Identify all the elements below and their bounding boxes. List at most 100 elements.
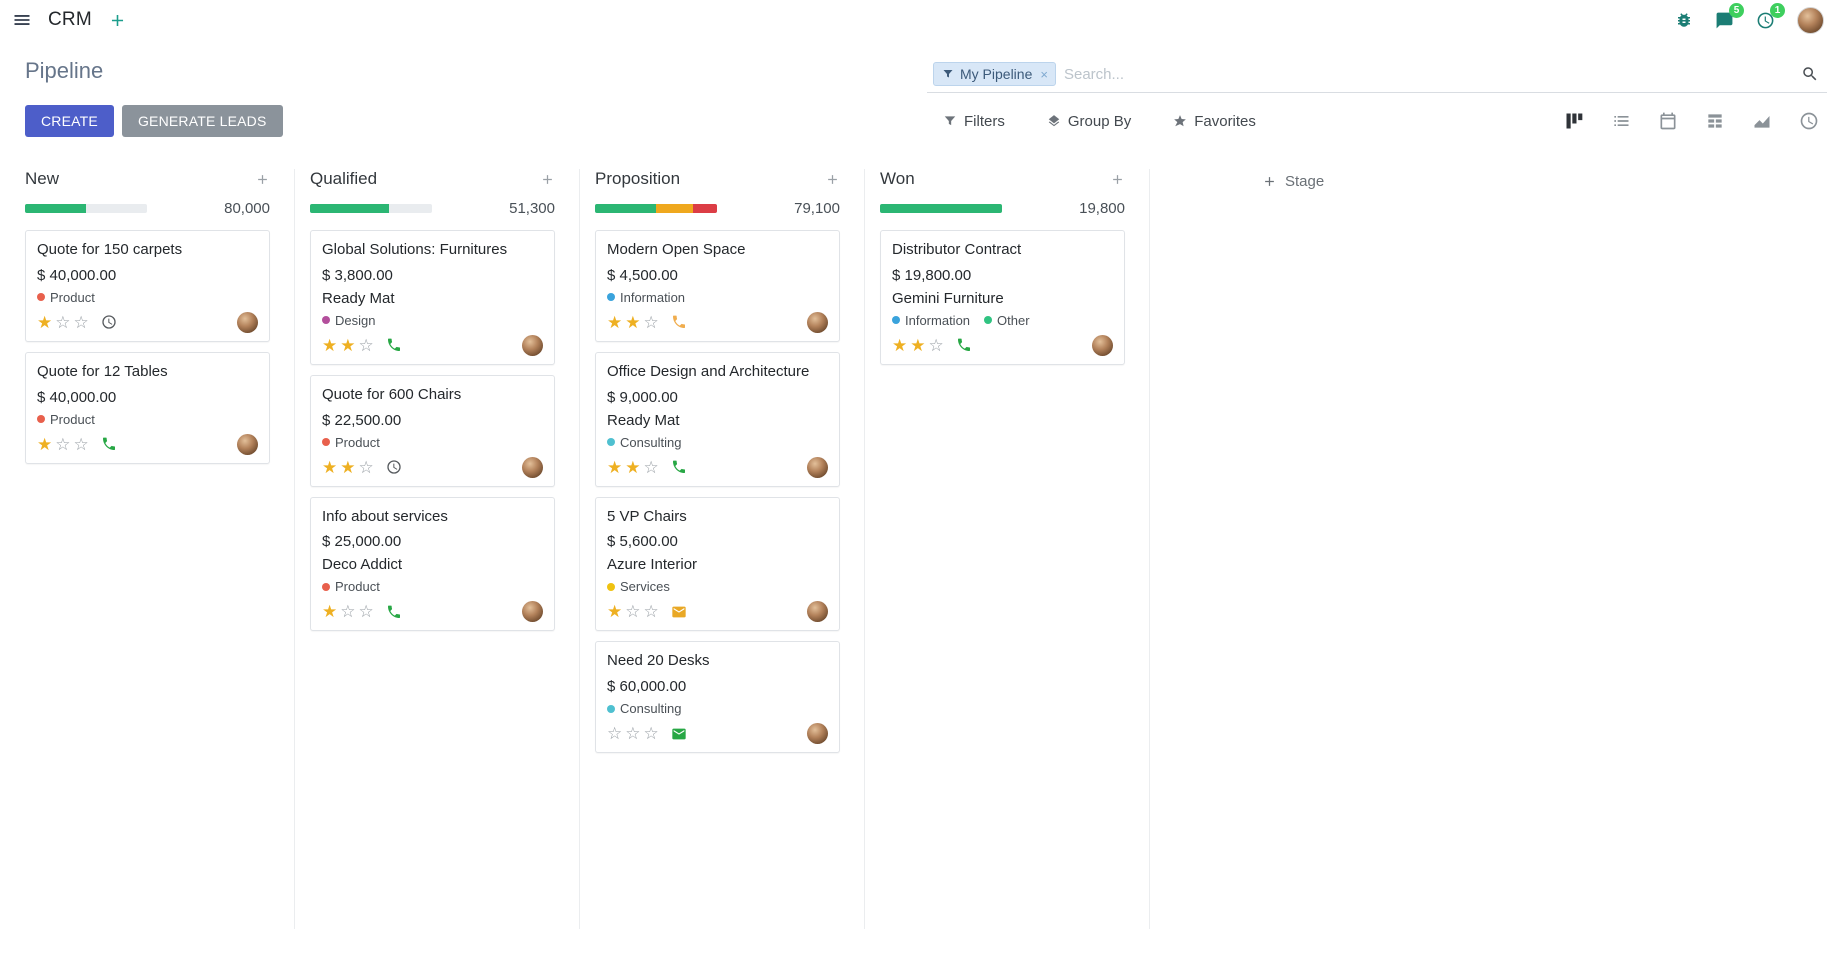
star-icon[interactable]: ☆: [643, 724, 659, 743]
star-icon[interactable]: ★: [322, 457, 338, 477]
star-icon[interactable]: ★: [607, 457, 623, 477]
kanban-card[interactable]: Modern Open Space $ 4,500.00 Information ★ ★…: [595, 230, 840, 342]
progress-bar[interactable]: [25, 204, 147, 213]
star-icon[interactable]: ★: [607, 312, 623, 332]
search-input[interactable]: [1055, 62, 1801, 86]
create-button[interactable]: CREATE: [25, 105, 114, 137]
envelope-icon[interactable]: [671, 604, 687, 620]
avatar[interactable]: [237, 311, 258, 333]
messages-button[interactable]: 5: [1715, 2, 1744, 30]
kanban-card[interactable]: Need 20 Desks $ 60,000.00 Consulting ☆ ☆ ☆: [595, 641, 840, 753]
phone-icon[interactable]: [101, 436, 117, 452]
column-add-button[interactable]: [540, 172, 555, 187]
star-icon[interactable]: ★: [910, 335, 926, 355]
avatar[interactable]: [807, 723, 828, 744]
search-facet[interactable]: My Pipeline ×: [933, 62, 1056, 86]
star-icon[interactable]: ☆: [340, 602, 356, 622]
favorites-button[interactable]: Favorites: [1173, 113, 1256, 130]
progress-segment-success[interactable]: [595, 204, 656, 213]
avatar[interactable]: [807, 456, 828, 478]
view-pivot-button[interactable]: [1705, 111, 1725, 131]
view-list-button[interactable]: [1611, 111, 1631, 131]
star-icon[interactable]: ☆: [358, 335, 374, 355]
column-add-button[interactable]: [825, 172, 840, 187]
progress-bar[interactable]: [880, 204, 1002, 213]
star-icon[interactable]: ☆: [73, 434, 89, 454]
activities-badge: 1: [1770, 2, 1785, 18]
clock-icon[interactable]: [386, 459, 402, 475]
star-icon[interactable]: ☆: [625, 724, 641, 743]
progress-segment-danger[interactable]: [692, 204, 717, 213]
kanban-card[interactable]: Quote for 150 carpets $ 40,000.00 Product ★…: [25, 230, 270, 342]
star-icon[interactable]: ★: [322, 602, 338, 622]
hamburger-menu-icon[interactable]: [12, 10, 32, 30]
star-icon[interactable]: ★: [322, 335, 338, 355]
plus-icon: [111, 14, 123, 26]
progress-segment-warning[interactable]: [656, 204, 693, 213]
add-icon[interactable]: [108, 11, 127, 30]
column-add-button[interactable]: [255, 172, 270, 187]
avatar[interactable]: [522, 456, 543, 478]
user-avatar[interactable]: [1797, 6, 1824, 34]
phone-icon[interactable]: [671, 314, 687, 330]
view-activity-button[interactable]: [1799, 111, 1819, 131]
kanban-card[interactable]: 5 VP Chairs $ 5,600.00 Azure Interior Servi…: [595, 496, 840, 632]
avatar[interactable]: [237, 433, 258, 455]
envelope-icon[interactable]: [671, 726, 687, 742]
star-icon[interactable]: ☆: [643, 457, 659, 477]
star-icon[interactable]: ★: [340, 335, 356, 355]
generate-leads-button[interactable]: GENERATE LEADS: [121, 105, 283, 137]
phone-icon[interactable]: [956, 337, 972, 353]
kanban-card[interactable]: Quote for 12 Tables $ 40,000.00 Product ★ ☆ ☆: [25, 351, 270, 464]
progress-segment-success[interactable]: [880, 204, 1002, 213]
kanban-card[interactable]: Office Design and Architecture $ 9,000.00…: [595, 351, 840, 487]
search-button[interactable]: [1801, 65, 1819, 83]
avatar[interactable]: [522, 601, 543, 623]
clock-icon[interactable]: [101, 314, 117, 330]
avatar[interactable]: [807, 601, 828, 623]
star-icon[interactable]: ☆: [625, 602, 641, 622]
view-calendar-button[interactable]: [1658, 111, 1678, 131]
kanban-card[interactable]: Global Solutions: Furnitures $ 3,800.00 Re…: [310, 230, 555, 365]
filters-button[interactable]: Filters: [943, 113, 1005, 130]
avatar[interactable]: [807, 311, 828, 333]
star-icon[interactable]: ☆: [607, 724, 623, 743]
kanban-card[interactable]: Distributor Contract $ 19,800.00 Gemini Fu…: [880, 230, 1125, 365]
phone-icon[interactable]: [386, 337, 402, 353]
progress-segment-success[interactable]: [310, 204, 390, 213]
phone-icon[interactable]: [671, 459, 687, 475]
search-bar[interactable]: My Pipeline ×: [927, 60, 1827, 93]
tag-label: Product: [50, 411, 95, 427]
star-icon[interactable]: ★: [37, 434, 53, 454]
activities-button[interactable]: 1: [1756, 2, 1785, 30]
star-icon[interactable]: ☆: [643, 312, 659, 332]
facet-remove-icon[interactable]: ×: [1040, 66, 1048, 82]
star-icon[interactable]: ☆: [358, 457, 374, 477]
star-icon[interactable]: ☆: [55, 434, 71, 454]
phone-icon[interactable]: [386, 604, 402, 620]
kanban-card[interactable]: Quote for 600 Chairs $ 22,500.00 Product ★ ★…: [310, 374, 555, 487]
add-stage-button[interactable]: Stage: [1262, 173, 1324, 190]
progress-segment-success[interactable]: [25, 204, 86, 213]
star-icon[interactable]: ★: [607, 602, 623, 622]
column-add-button[interactable]: [1110, 172, 1125, 187]
star-icon[interactable]: ★: [625, 457, 641, 477]
star-icon[interactable]: ☆: [358, 602, 374, 622]
view-graph-button[interactable]: [1752, 111, 1772, 131]
view-kanban-button[interactable]: [1564, 111, 1584, 131]
avatar[interactable]: [1092, 334, 1113, 356]
star-icon[interactable]: ★: [340, 457, 356, 477]
star-icon[interactable]: ☆: [643, 602, 659, 622]
star-icon[interactable]: ☆: [55, 312, 71, 332]
star-icon[interactable]: ☆: [73, 312, 89, 332]
avatar[interactable]: [522, 334, 543, 356]
progress-bar[interactable]: [595, 204, 717, 213]
star-icon[interactable]: ☆: [928, 335, 944, 355]
debug-bug-icon[interactable]: [1675, 11, 1693, 29]
star-icon[interactable]: ★: [892, 335, 908, 355]
progress-bar[interactable]: [310, 204, 432, 213]
kanban-card[interactable]: Info about services $ 25,000.00 Deco Addic…: [310, 496, 555, 632]
star-icon[interactable]: ★: [37, 312, 53, 332]
star-icon[interactable]: ★: [625, 312, 641, 332]
group-by-button[interactable]: Group By: [1047, 113, 1131, 130]
